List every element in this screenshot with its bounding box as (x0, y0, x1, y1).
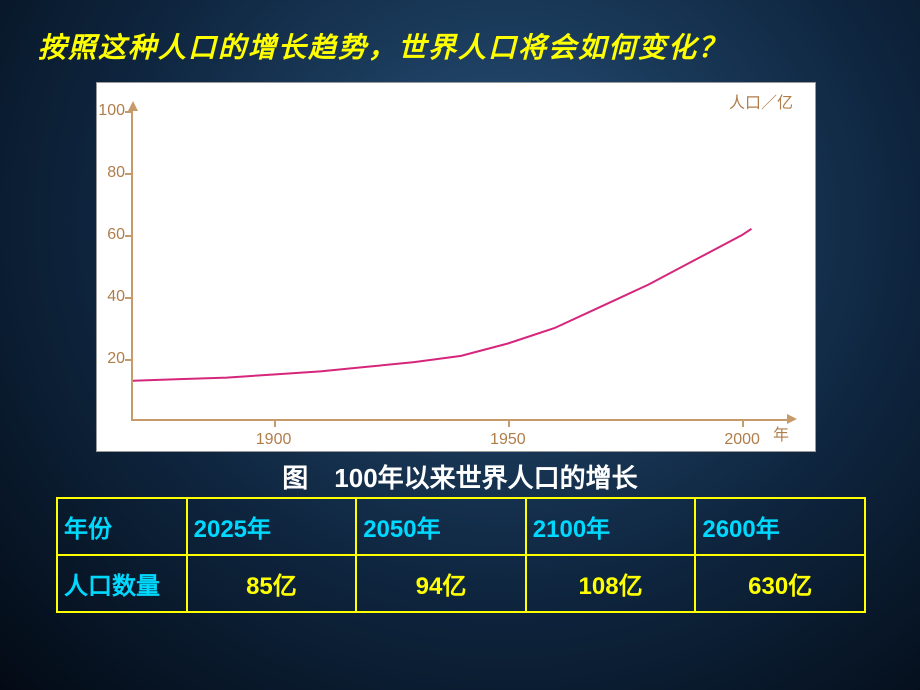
x-tick-label: 2000 (724, 431, 760, 449)
y-axis-arrow-icon (128, 101, 138, 111)
cell-year: 2100年 (526, 498, 696, 555)
x-tick-label: 1950 (490, 431, 526, 449)
row-header-pop: 人口数量 (57, 555, 187, 612)
cell-year: 2025年 (187, 498, 357, 555)
x-axis-label: 年 (773, 421, 789, 445)
cell-year: 2600年 (695, 498, 865, 555)
table-row: 年份 2025年 2050年 2100年 2600年 (57, 498, 865, 555)
projection-table: 年份 2025年 2050年 2100年 2600年 人口数量 85亿 94亿 … (56, 497, 866, 613)
y-tick-label: 60 (93, 226, 125, 244)
y-tick-label: 40 (93, 288, 125, 306)
x-tick (742, 419, 744, 427)
cell-year: 2050年 (356, 498, 526, 555)
cell-pop: 94亿 (356, 555, 526, 612)
y-tick (125, 173, 133, 175)
y-tick (125, 235, 133, 237)
cell-pop: 630亿 (695, 555, 865, 612)
y-tick (125, 297, 133, 299)
table-row: 人口数量 85亿 94亿 108亿 630亿 (57, 555, 865, 612)
x-tick (508, 419, 510, 427)
y-tick-label: 100 (93, 102, 125, 120)
cell-pop: 108亿 (526, 555, 696, 612)
chart-caption: 图 100年以来世界人口的增长 (0, 458, 920, 495)
y-tick-label: 20 (93, 350, 125, 368)
line-series (133, 111, 787, 419)
x-axis-arrow-icon (787, 414, 797, 424)
chart-container: 人口／亿 年 20406080100190019502000 (96, 82, 816, 452)
x-tick (274, 419, 276, 427)
page-title: 按照这种人口的增长趋势，世界人口将会如何变化？ (38, 26, 728, 66)
y-tick (125, 359, 133, 361)
plot-area: 20406080100190019502000 (131, 111, 787, 421)
cell-pop: 85亿 (187, 555, 357, 612)
y-tick (125, 111, 133, 113)
y-tick-label: 80 (93, 164, 125, 182)
x-tick-label: 1900 (256, 431, 292, 449)
row-header-year: 年份 (57, 498, 187, 555)
y-axis-label: 人口／亿 (729, 89, 793, 113)
